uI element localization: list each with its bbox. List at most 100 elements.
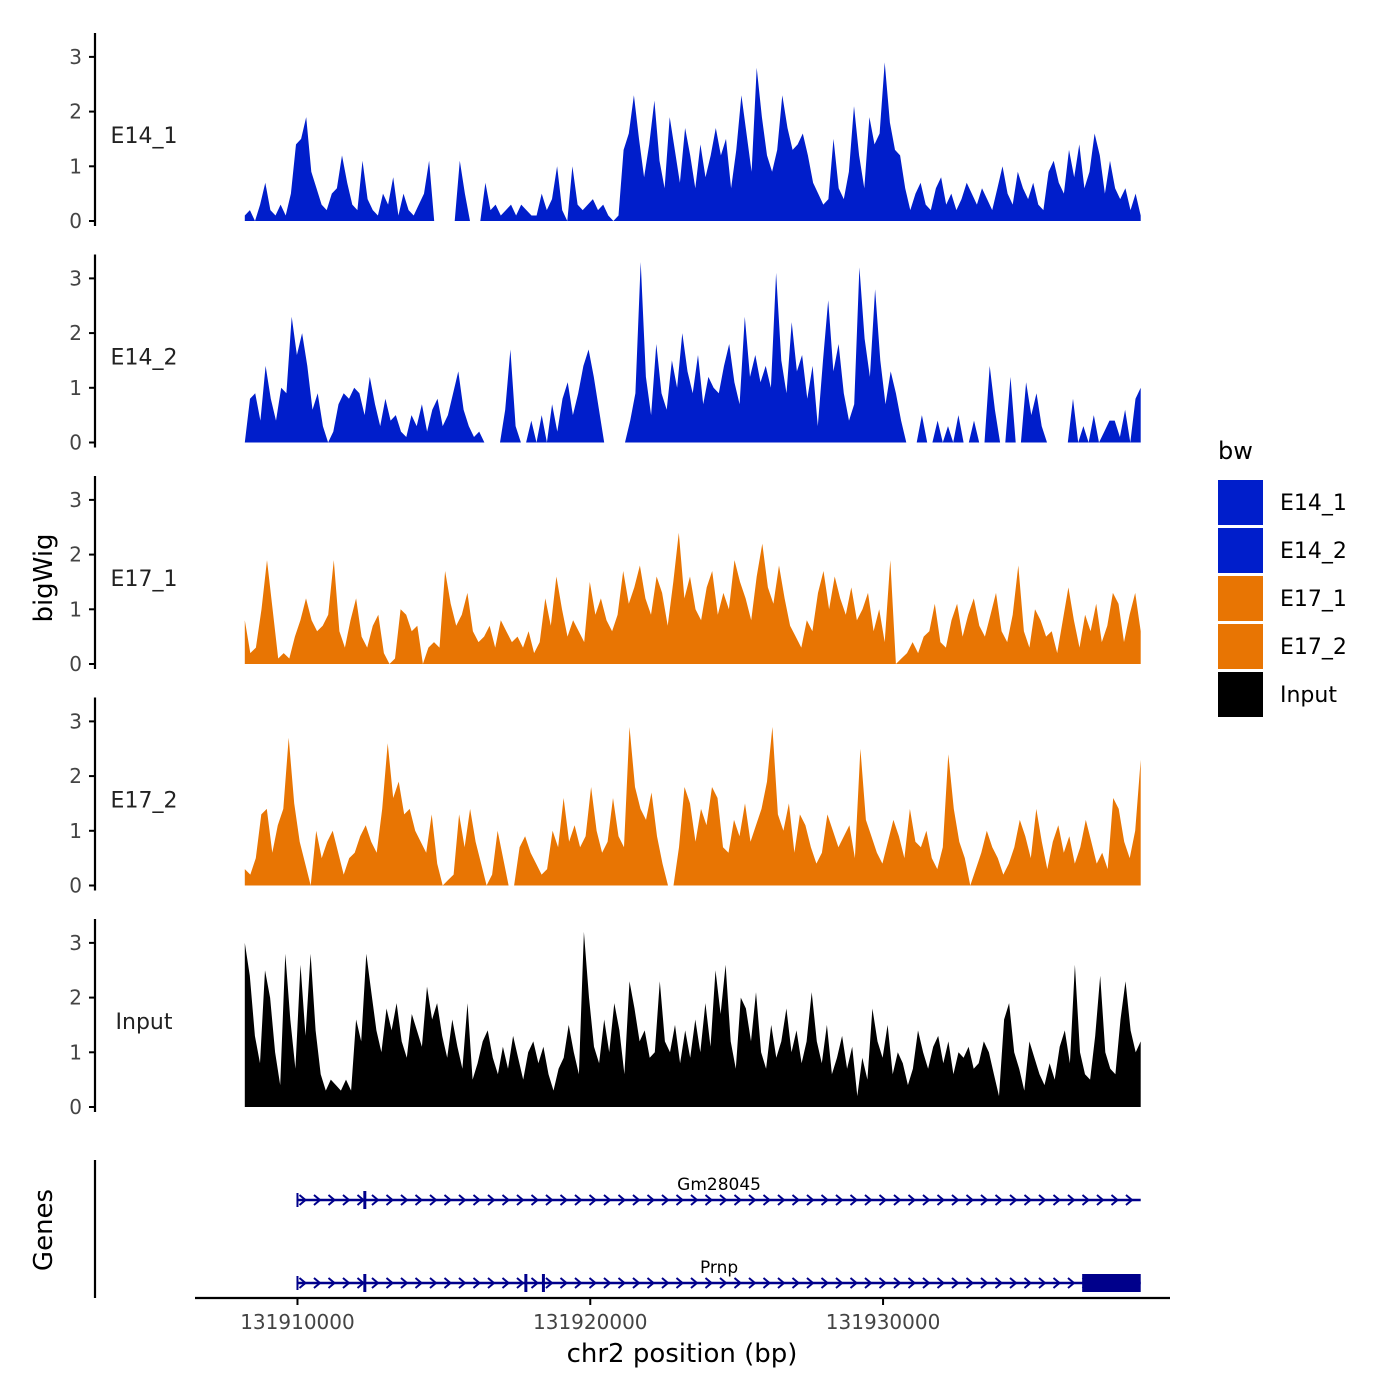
strand-arrow — [791, 1277, 801, 1289]
strand-arrow — [327, 1277, 337, 1289]
strand-arrow — [313, 1277, 322, 1289]
y-tick-label: 2 — [69, 321, 82, 345]
strand-arrow — [864, 1277, 873, 1289]
strand-arrow — [748, 1277, 757, 1289]
strand-arrow — [777, 1194, 786, 1206]
strand-arrow — [994, 1277, 1004, 1289]
track-label-Input: Input — [116, 1010, 173, 1035]
legend-label-E14_1: E14_1 — [1280, 491, 1347, 516]
strand-arrow — [443, 1277, 453, 1289]
strand-arrow — [704, 1277, 714, 1289]
strand-arrow — [516, 1194, 525, 1206]
x-tick-label: 131920000 — [533, 1310, 648, 1334]
strand-arrow — [878, 1277, 888, 1289]
legend-swatch-E14_1 — [1218, 480, 1263, 525]
strand-arrow — [458, 1277, 467, 1289]
strand-arrow — [574, 1277, 583, 1289]
strand-arrow — [806, 1194, 815, 1206]
strand-arrow — [878, 1194, 888, 1206]
y-tick-label: 1 — [69, 819, 82, 843]
strand-arrow — [1125, 1194, 1134, 1206]
strand-arrow — [922, 1277, 931, 1289]
strand-arrow — [835, 1277, 844, 1289]
strand-arrow — [588, 1194, 598, 1206]
legend: bw E14_1 E14_2 E17_1 E17_2 Input — [1218, 437, 1347, 717]
gene-label: Gm28045 — [677, 1175, 761, 1195]
strand-arrow — [530, 1277, 540, 1289]
strand-arrow — [1067, 1194, 1076, 1206]
strand-arrow — [907, 1277, 917, 1289]
strand-arrow — [342, 1277, 351, 1289]
legend-swatch-Input — [1218, 672, 1263, 717]
strand-arrow — [603, 1194, 612, 1206]
y-tick-label: 0 — [69, 874, 82, 898]
area-E17_2 — [244, 726, 1141, 886]
strand-arrow — [733, 1277, 743, 1289]
strand-arrow — [298, 1194, 308, 1206]
y-tick-label: 3 — [69, 266, 82, 290]
x-axis-title: chr2 position (bp) — [567, 1339, 798, 1369]
strand-arrow — [820, 1277, 830, 1289]
strand-arrow — [501, 1277, 511, 1289]
strand-arrow — [748, 1194, 757, 1206]
y-tick-label: 3 — [69, 45, 82, 69]
strand-arrow — [443, 1194, 453, 1206]
strand-arrow — [385, 1194, 395, 1206]
strand-arrow — [298, 1277, 308, 1289]
strand-arrow — [588, 1277, 598, 1289]
x-tick-label: 131930000 — [826, 1310, 941, 1334]
strand-arrow — [777, 1277, 786, 1289]
strand-arrow — [313, 1194, 322, 1206]
strand-arrow — [1096, 1194, 1105, 1206]
strand-arrow — [327, 1194, 337, 1206]
strand-arrow — [516, 1277, 525, 1289]
y-tick-label: 3 — [69, 931, 82, 955]
strand-arrow — [1009, 1194, 1018, 1206]
y-tick-label: 2 — [69, 764, 82, 788]
strand-arrow — [965, 1277, 975, 1289]
strand-arrow — [994, 1194, 1004, 1206]
strand-arrow — [820, 1194, 830, 1206]
strand-arrow — [980, 1277, 989, 1289]
strand-arrow — [806, 1277, 815, 1289]
strand-arrow — [1038, 1277, 1047, 1289]
strand-arrow — [733, 1194, 743, 1206]
area-E14_2 — [244, 262, 1141, 443]
strand-arrow — [675, 1277, 685, 1289]
legend-label-Input: Input — [1280, 683, 1337, 708]
legend-swatch-E14_2 — [1218, 528, 1263, 573]
y-tick-label: 0 — [69, 209, 82, 233]
strand-arrow — [371, 1194, 380, 1206]
strand-arrow — [400, 1194, 409, 1206]
strand-arrow — [661, 1277, 670, 1289]
strand-arrow — [864, 1194, 873, 1206]
y-tick-label: 1 — [69, 1040, 82, 1064]
strand-arrow — [429, 1277, 438, 1289]
y-tick-label: 3 — [69, 709, 82, 733]
x-tick-label: 131910000 — [240, 1310, 355, 1334]
strand-arrow — [835, 1194, 844, 1206]
strand-arrow — [530, 1194, 540, 1206]
y-tick-label: 0 — [69, 1095, 82, 1119]
strand-arrow — [371, 1277, 380, 1289]
strand-arrow — [936, 1194, 946, 1206]
legend-label-E17_1: E17_1 — [1280, 587, 1347, 612]
y-tick-label: 2 — [69, 100, 82, 124]
strand-arrow — [980, 1194, 989, 1206]
strand-arrow — [487, 1194, 496, 1206]
strand-arrow — [458, 1194, 467, 1206]
track-Input: 0 1 2 3 Input — [69, 919, 1141, 1119]
strand-arrow — [675, 1194, 685, 1206]
strand-arrow — [574, 1194, 583, 1206]
y-tick-label: 0 — [69, 431, 82, 455]
y-tick-label: 2 — [69, 543, 82, 567]
track-label-E14_1: E14_1 — [111, 124, 178, 149]
strand-arrow — [545, 1277, 554, 1289]
strand-arrow — [690, 1277, 699, 1289]
strand-arrow — [472, 1277, 482, 1289]
strand-arrow — [1009, 1277, 1018, 1289]
legend-label-E14_2: E14_2 — [1280, 539, 1347, 564]
strand-arrow — [965, 1194, 975, 1206]
strand-arrow — [1081, 1194, 1091, 1206]
